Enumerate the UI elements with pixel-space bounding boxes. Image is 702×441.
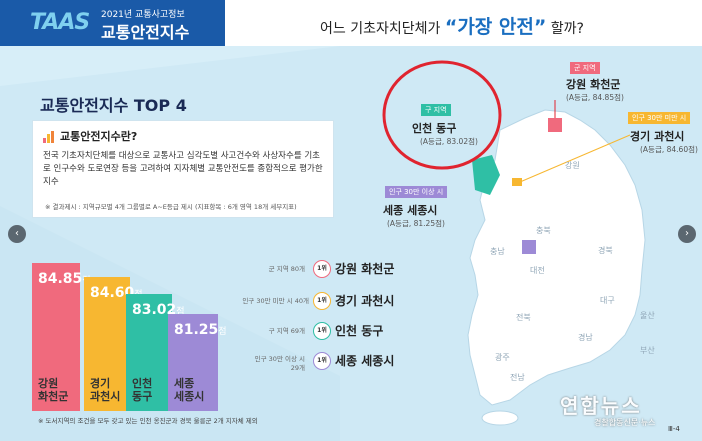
prov-label: 충북 xyxy=(536,226,551,235)
bar-sejong: 81.25점 세종 세종시 xyxy=(168,314,227,411)
tag-large-city: 인구 30만 이상 시 xyxy=(385,186,448,198)
prov-label: 충남 xyxy=(490,247,505,256)
watermark-subtitle: 경찰합동신문·뉴스 xyxy=(594,418,656,427)
info-box: 교통안전지수란? 전국 기초자치단체를 대상으로 교통사고 심각도별 사고건수와… xyxy=(32,120,334,218)
prov-label: 경남 xyxy=(578,333,593,342)
bar-score: 81.25점 xyxy=(174,322,227,338)
bar-donggu: 83.02점 인천 동구 xyxy=(126,294,185,411)
rank-condition: 구 지역 69개 xyxy=(268,327,305,335)
bar-chart-icon xyxy=(43,131,54,143)
sejong-marker xyxy=(522,240,536,254)
headline-suffix: 할까? xyxy=(546,21,584,37)
rank-name: 강원 화천군 xyxy=(335,262,395,276)
taas-logo: TAAS xyxy=(30,10,90,35)
rank-name: 세종 세종시 xyxy=(335,354,395,368)
headline-highlight: “가장 안전” xyxy=(444,16,547,38)
prov-label: 대전 xyxy=(530,266,545,275)
watermark-logo: 연합뉴스 xyxy=(560,394,642,418)
callout-gwacheon: 경기 과천시 (A등급, 84.60점) xyxy=(630,130,698,154)
bar-label: 세종 세종시 xyxy=(174,377,205,403)
leader-line xyxy=(519,134,631,183)
headline-prefix: 어느 기초자치단체가 xyxy=(320,21,445,37)
korea-map xyxy=(467,100,646,426)
page-number: Ⅲ-4 xyxy=(668,425,680,433)
rank-name: 경기 과천시 xyxy=(335,294,395,308)
info-description: 전국 기초자치단체를 대상으로 교통사고 심각도별 사고건수와 사상자수를 기초… xyxy=(43,151,323,187)
bar-face xyxy=(126,294,172,411)
callout-sejong: 세종 세종시 (A등급, 81.25점) xyxy=(383,204,445,228)
footnote: ※ 도서지역의 조건을 모두 갖고 있는 인천 옹진군과 경북 울릉군 2개 지… xyxy=(38,417,258,425)
prov-label: 부산 xyxy=(640,346,655,355)
prov-label: 대구 xyxy=(600,296,615,305)
bar-label: 경기 과천시 xyxy=(90,377,121,403)
prov-label: 울산 xyxy=(640,311,655,320)
bar-score: 83.02점 xyxy=(132,302,185,318)
prov-label: 전북 xyxy=(516,313,531,322)
tag-gu: 구 지역 xyxy=(421,104,451,116)
bar-face xyxy=(32,263,80,411)
header: TAAS 2021년 교통사고정보 교통안전지수 어느 기초자치단체가 “가장 … xyxy=(0,0,702,46)
callout-hwacheon: 강원 화천군 (A등급, 84.85점) xyxy=(566,78,624,102)
prov-label: 광주 xyxy=(495,353,510,362)
prov-label: 경북 xyxy=(598,246,613,255)
bar-face xyxy=(168,314,218,411)
info-question: 교통안전지수란? xyxy=(60,130,138,143)
rank-badge: 1위 xyxy=(313,260,331,278)
prov-label: 전남 xyxy=(510,373,525,382)
rank-badge: 1위 xyxy=(313,292,331,310)
info-note: ※ 결과제시 : 지역규모별 4개 그룹별로 A~E등급 제시 (지표항목 : … xyxy=(45,203,297,211)
callout-donggu: 인천 동구 (A등급, 83.02점) xyxy=(412,122,478,146)
gwacheon-marker xyxy=(512,178,522,186)
bar-label: 강원 화천군 xyxy=(38,377,69,403)
bar-score: 84.85점 xyxy=(38,271,91,287)
bar-label: 인천 동구 xyxy=(132,377,153,403)
rank-condition: 인구 30만 이상 시 29개 xyxy=(254,355,305,372)
next-arrow-button[interactable]: › xyxy=(678,225,696,243)
incheon-marker xyxy=(472,155,500,195)
rank-condition: 군 지역 80개 xyxy=(268,265,305,273)
headline: 어느 기초자치단체가 “가장 안전” 할까? xyxy=(320,12,584,39)
rank-name: 인천 동구 xyxy=(335,324,384,338)
rank-badge: 1위 xyxy=(313,322,331,340)
bar-face xyxy=(84,277,130,411)
jeju-island xyxy=(481,410,519,426)
logo-box: TAAS 2021년 교통사고정보 교통안전지수 xyxy=(0,0,225,46)
highlight-circle xyxy=(382,60,502,170)
prov-label: 강원 xyxy=(565,161,580,170)
tag-gun: 군 지역 xyxy=(570,62,600,74)
top4-title: 교통안전지수 TOP 4 xyxy=(40,96,187,115)
hwacheon-marker xyxy=(548,118,562,132)
logo-subtitle: 2021년 교통사고정보 xyxy=(101,10,185,20)
logo-title: 교통안전지수 xyxy=(101,23,190,42)
prev-arrow-button[interactable]: ‹ xyxy=(8,225,26,243)
rank-badge: 1위 xyxy=(313,352,331,370)
tag-small-city: 인구 30만 미만 시 xyxy=(628,112,691,124)
rank-condition: 인구 30만 미만 시 40개 xyxy=(242,297,309,305)
